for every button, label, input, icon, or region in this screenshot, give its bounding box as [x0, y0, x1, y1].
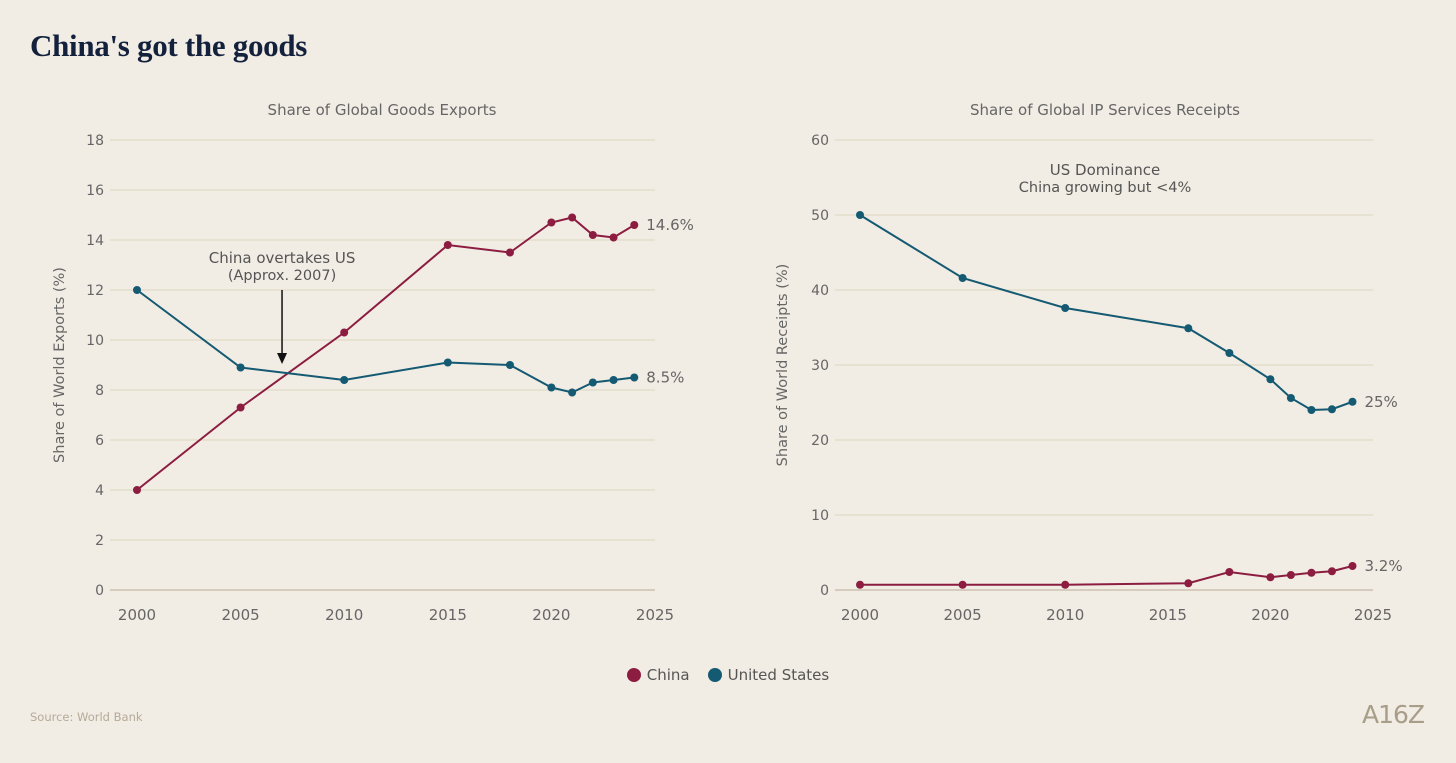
end-label: 8.5%	[646, 369, 684, 387]
y-tick-label: 20	[811, 433, 829, 449]
legend-item-china: China	[626, 666, 690, 684]
data-point	[630, 373, 639, 382]
x-tick-label: 2015	[1149, 606, 1187, 624]
x-tick-label: 2020	[532, 606, 570, 624]
y-tick-label: 6	[95, 433, 104, 449]
data-point	[236, 363, 245, 372]
data-point	[1286, 571, 1295, 579]
x-tick-label: 2015	[429, 606, 467, 624]
goods-exports-chart: Share of Global Goods Exports Share of Wo…	[52, 101, 694, 624]
data-point	[340, 376, 349, 384]
data-point	[1348, 397, 1357, 406]
legend: China United States	[0, 666, 1456, 684]
y-tick-label: 30	[811, 358, 829, 374]
data-point	[609, 233, 618, 242]
x-tick-label: 2000	[841, 606, 879, 624]
data-point	[568, 388, 577, 397]
data-point	[1061, 304, 1070, 312]
china-swatch	[626, 668, 641, 682]
data-point	[1307, 406, 1316, 414]
data-point	[236, 403, 245, 412]
y-tick-label: 2	[95, 533, 104, 549]
x-tick-label: 2005	[222, 606, 260, 624]
x-tick-label: 2025	[1354, 606, 1392, 624]
chart-title: Share of Global IP Services Receipts	[970, 101, 1240, 119]
y-tick-label: 10	[811, 508, 829, 524]
data-point	[133, 286, 141, 294]
legend-label: United States	[727, 666, 830, 684]
data-point	[1061, 580, 1070, 589]
data-point	[505, 361, 514, 369]
annotation-line1: US Dominance	[1050, 161, 1160, 179]
data-point	[609, 376, 618, 384]
x-tick-label: 2005	[944, 606, 982, 624]
y-tick-label: 50	[811, 208, 829, 224]
data-point	[1327, 567, 1336, 576]
series-line-china	[860, 565, 1353, 586]
series-line-us	[859, 214, 1353, 412]
source-note: Source: World Bank	[30, 710, 143, 724]
data-point	[505, 248, 514, 257]
data-point	[856, 580, 864, 589]
x-tick-label: 2000	[118, 606, 156, 624]
y-tick-label: 0	[95, 583, 104, 599]
end-label: 14.6%	[646, 216, 694, 234]
data-point	[340, 328, 349, 337]
x-tick-label: 2010	[325, 606, 363, 624]
series-line-china	[136, 216, 635, 491]
data-point	[588, 378, 597, 387]
data-point	[1225, 568, 1234, 576]
ip-receipts-chart: Share of Global IP Services Receipts Shar…	[775, 101, 1403, 624]
data-point	[1266, 375, 1275, 384]
x-tick-label: 2010	[1046, 606, 1084, 624]
data-point	[443, 358, 452, 367]
end-label: 3.2%	[1364, 557, 1402, 575]
y-axis-label: Share of World Receipts (%)	[775, 264, 791, 467]
y-tick-label: 14	[86, 233, 104, 249]
y-tick-label: 4	[95, 483, 104, 499]
y-tick-label: 40	[811, 283, 829, 299]
data-point	[856, 211, 864, 219]
data-point	[1348, 562, 1357, 570]
data-point	[547, 383, 556, 392]
page-title: China's got the goods	[30, 28, 308, 63]
data-point	[1266, 573, 1275, 582]
data-point	[588, 231, 597, 239]
data-point	[1184, 579, 1193, 588]
annotation-line2: China growing but <4%	[1019, 180, 1191, 196]
data-point	[547, 218, 556, 227]
data-point	[1286, 394, 1295, 402]
data-point	[1307, 568, 1316, 577]
data-point	[1225, 349, 1234, 357]
end-label: 25%	[1364, 393, 1397, 411]
x-tick-label: 2020	[1251, 606, 1289, 624]
a16z-logo: A16Z	[1362, 700, 1425, 729]
data-point	[568, 213, 577, 222]
annotation-arrowhead-icon	[277, 353, 288, 364]
y-tick-label: 16	[86, 183, 104, 199]
data-point	[630, 221, 639, 229]
y-tick-label: 12	[86, 283, 104, 299]
y-tick-label: 18	[86, 133, 104, 149]
x-tick-label: 2025	[636, 606, 674, 624]
annotation-line1: China overtakes US	[209, 249, 356, 267]
y-tick-label: 0	[820, 583, 829, 599]
data-point	[958, 274, 967, 282]
data-point	[958, 580, 967, 589]
legend-item-us: United States	[707, 666, 830, 684]
data-point	[1184, 324, 1193, 333]
data-point	[443, 241, 452, 249]
y-tick-label: 8	[95, 383, 104, 399]
y-tick-label: 10	[86, 333, 104, 349]
y-axis-label: Share of World Exports (%)	[52, 267, 68, 463]
chart-title: Share of Global Goods Exports	[268, 101, 497, 119]
series-line-us	[136, 289, 635, 394]
y-tick-label: 60	[811, 133, 829, 149]
legend-label: China	[646, 666, 690, 684]
data-point	[1327, 405, 1336, 414]
data-point	[133, 486, 141, 494]
annotation-line2: (Approx. 2007)	[228, 268, 336, 284]
us-swatch	[707, 668, 722, 682]
